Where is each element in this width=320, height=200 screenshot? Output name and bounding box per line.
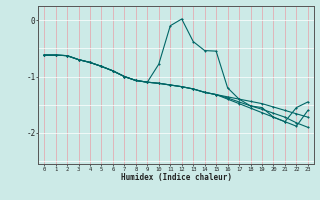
X-axis label: Humidex (Indice chaleur): Humidex (Indice chaleur) bbox=[121, 173, 231, 182]
